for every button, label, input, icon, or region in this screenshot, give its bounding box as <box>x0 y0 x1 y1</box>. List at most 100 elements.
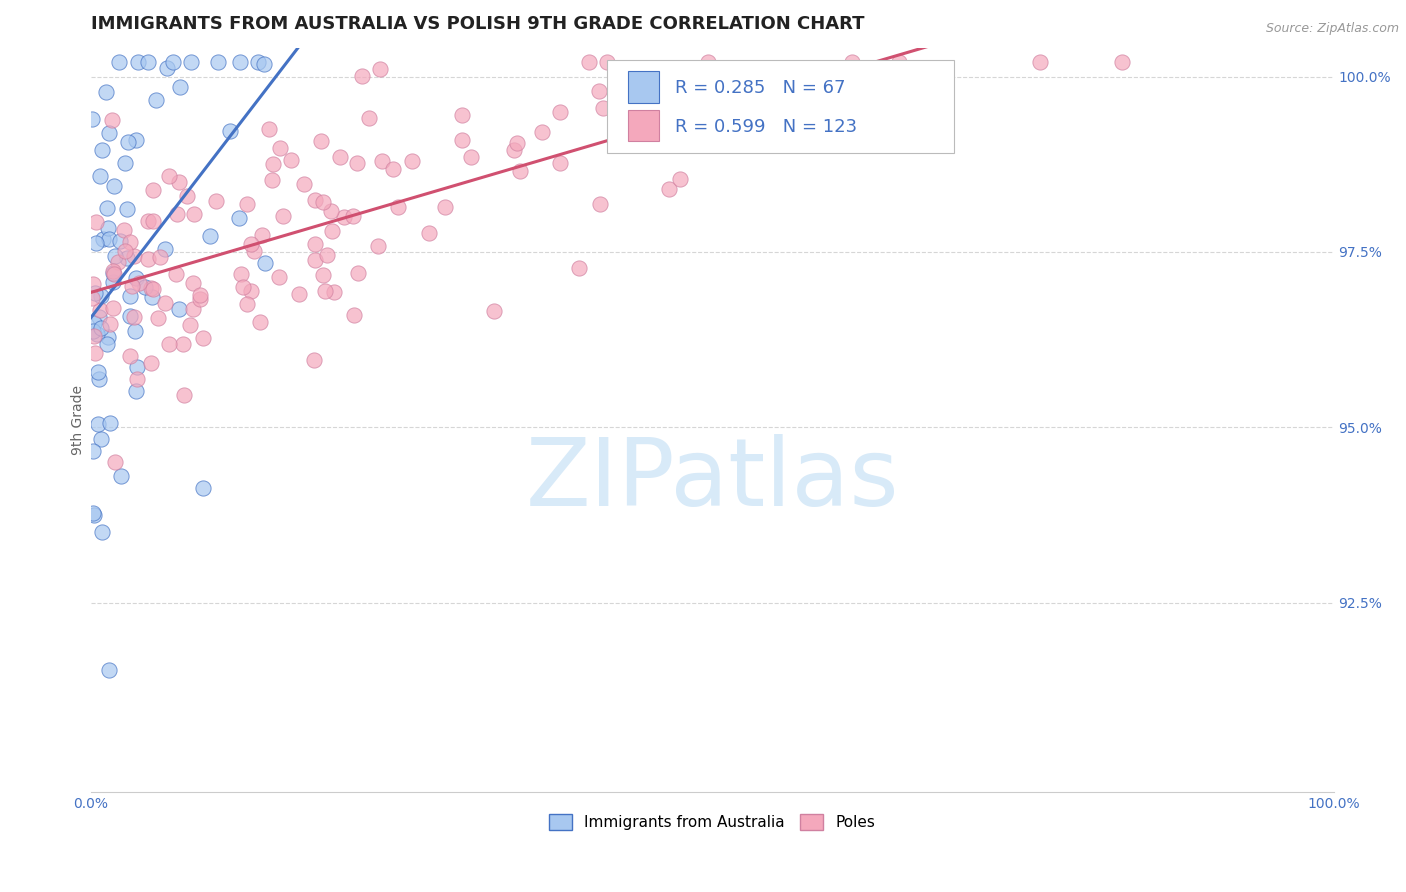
Point <box>768 90 790 104</box>
Legend: Immigrants from Australia, Poles: Immigrants from Australia, Poles <box>543 808 882 837</box>
Point <box>101 264 124 278</box>
Point <box>329 151 352 165</box>
Point <box>323 285 346 300</box>
Point <box>141 290 163 304</box>
Point <box>156 61 179 75</box>
Point <box>401 154 423 169</box>
Point <box>253 56 276 70</box>
Point <box>128 277 150 291</box>
Point <box>83 345 105 359</box>
Point <box>108 55 131 70</box>
Point <box>97 221 120 235</box>
Point <box>887 55 910 70</box>
Point <box>103 275 125 289</box>
Point <box>118 289 141 303</box>
Point <box>509 164 531 178</box>
Point <box>229 55 252 70</box>
Point <box>228 211 250 226</box>
Point <box>249 315 271 329</box>
Point <box>134 279 156 293</box>
Point <box>82 506 104 520</box>
Point <box>91 232 114 246</box>
Point <box>89 372 111 386</box>
Point <box>118 349 141 363</box>
Point <box>120 235 142 249</box>
Point <box>503 143 526 157</box>
Point <box>84 285 107 300</box>
Point <box>191 481 214 495</box>
Point <box>87 417 110 431</box>
Point <box>240 284 263 298</box>
Point <box>125 384 148 399</box>
Point <box>342 209 364 223</box>
Point <box>183 301 205 316</box>
Point <box>302 352 325 367</box>
Point <box>145 94 167 108</box>
Point <box>821 100 844 114</box>
Point <box>169 80 191 95</box>
Point <box>257 121 280 136</box>
Point <box>333 210 356 224</box>
Point <box>98 663 121 677</box>
Point <box>346 156 368 170</box>
Point <box>262 156 284 170</box>
Text: R = 0.599   N = 123: R = 0.599 N = 123 <box>675 118 858 136</box>
Point <box>697 55 720 70</box>
Point <box>80 291 103 305</box>
Point <box>321 224 343 238</box>
Point <box>589 197 612 211</box>
Point <box>127 360 149 375</box>
Y-axis label: 9th Grade: 9th Grade <box>72 385 86 455</box>
Point <box>90 289 112 303</box>
Point <box>173 388 195 402</box>
Point <box>231 267 253 281</box>
Point <box>319 203 342 218</box>
Point <box>103 267 125 281</box>
Point <box>484 304 506 318</box>
Text: Source: ZipAtlas.com: Source: ZipAtlas.com <box>1265 22 1399 36</box>
Point <box>231 280 253 294</box>
Point <box>179 318 201 332</box>
Point <box>219 124 242 138</box>
Point <box>243 244 266 258</box>
Point <box>112 223 135 237</box>
Point <box>97 232 120 246</box>
Point <box>101 112 124 127</box>
Point <box>146 311 169 326</box>
Point <box>142 282 165 296</box>
Point <box>87 365 110 379</box>
Point <box>96 336 118 351</box>
Point <box>269 141 291 155</box>
Point <box>142 214 165 228</box>
Point <box>191 331 214 345</box>
Point <box>110 468 132 483</box>
Point <box>841 55 863 70</box>
Point <box>86 327 108 342</box>
Point <box>240 236 263 251</box>
Point <box>304 253 326 268</box>
Point <box>188 288 211 302</box>
Point <box>710 63 733 78</box>
Point <box>183 207 205 221</box>
Point <box>207 55 229 70</box>
Point <box>141 356 163 370</box>
Point <box>108 234 131 248</box>
Point <box>548 156 571 170</box>
Point <box>165 267 187 281</box>
Point <box>101 266 124 280</box>
Point <box>588 84 610 98</box>
Point <box>592 101 614 115</box>
Point <box>236 197 259 211</box>
Point <box>82 324 104 338</box>
Point <box>136 252 159 266</box>
Point <box>141 281 163 295</box>
Point <box>176 189 198 203</box>
Point <box>136 214 159 228</box>
Point <box>311 268 333 283</box>
Point <box>247 55 270 70</box>
Point <box>97 127 120 141</box>
Point <box>1029 55 1052 70</box>
Point <box>253 256 276 270</box>
Point <box>115 251 138 265</box>
Point <box>309 134 332 148</box>
